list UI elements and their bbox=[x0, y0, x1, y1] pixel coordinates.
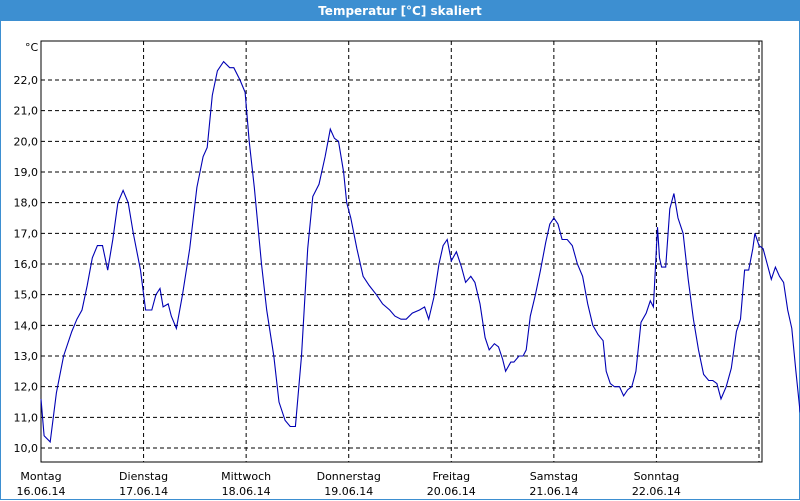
y-tick-label: 12,0 bbox=[14, 381, 39, 394]
x-tick-label-date: 20.06.14 bbox=[427, 485, 476, 498]
y-axis-unit-label: °C bbox=[25, 41, 39, 54]
grid-lines bbox=[41, 41, 762, 462]
x-tick-label-date: 17.06.14 bbox=[119, 485, 168, 498]
y-tick-label: 10,0 bbox=[14, 442, 39, 455]
y-tick-label: 15,0 bbox=[14, 289, 39, 302]
x-tick-label-date: 19.06.14 bbox=[324, 485, 373, 498]
y-tick-label: 13,0 bbox=[14, 350, 39, 363]
y-tick-label: 11,0 bbox=[14, 411, 39, 424]
x-tick-label-date: 18.06.14 bbox=[222, 485, 271, 498]
y-axis-ticks: 10,0 11,0 12,0 13,0 14,0 15,0 16,0 17,0 18,0 19,0… bbox=[14, 74, 39, 455]
plot-area-frame bbox=[40, 40, 763, 463]
y-tick-label: 16,0 bbox=[14, 258, 39, 271]
y-tick-label: 18,0 bbox=[14, 197, 39, 210]
y-tick-label: 19,0 bbox=[14, 166, 39, 179]
x-axis-ticks: Montag 16.06.14 Dienstag 17.06.14 Mittwoch 18… bbox=[17, 470, 681, 498]
x-tick-label-date: 16.06.14 bbox=[17, 485, 66, 498]
y-tick-label: 14,0 bbox=[14, 319, 39, 332]
temperature-series-line bbox=[40, 60, 800, 444]
y-tick-label: 22,0 bbox=[14, 74, 39, 87]
window-title: Temperatur [°C] skaliert bbox=[1, 1, 799, 21]
x-tick-label-day: Montag bbox=[20, 470, 61, 483]
x-tick-label-day: Samstag bbox=[530, 470, 578, 483]
x-tick-label-date: 22.06.14 bbox=[632, 485, 681, 498]
x-tick-label-day: Dienstag bbox=[119, 470, 168, 483]
x-tick-label-day: Donnerstag bbox=[317, 470, 381, 483]
y-tick-label: 17,0 bbox=[14, 227, 39, 240]
x-tick-label-day: Mittwoch bbox=[221, 470, 271, 483]
x-tick-label-day: Sonntag bbox=[634, 470, 680, 483]
y-tick-label: 20,0 bbox=[14, 135, 39, 148]
y-tick-label: 21,0 bbox=[14, 105, 39, 118]
x-tick-label-day: Freitag bbox=[432, 470, 470, 483]
x-tick-label-date: 21.06.14 bbox=[529, 485, 578, 498]
